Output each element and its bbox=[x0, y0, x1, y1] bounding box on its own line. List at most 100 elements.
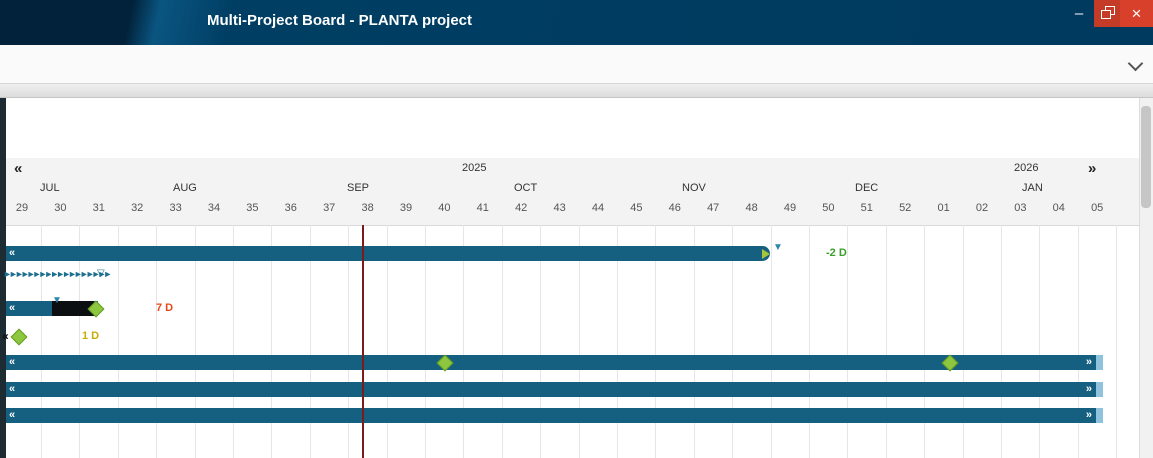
week-label: 47 bbox=[707, 202, 720, 214]
week-label: 31 bbox=[92, 202, 105, 214]
week-label: 30 bbox=[54, 202, 67, 214]
project-bar-1[interactable]: «» bbox=[6, 355, 1103, 370]
gridline bbox=[1039, 225, 1041, 458]
week-label: 45 bbox=[630, 202, 643, 214]
week-label: 49 bbox=[783, 202, 797, 214]
bar-end-cap bbox=[1096, 408, 1103, 423]
month-label: JAN bbox=[1022, 182, 1043, 194]
gridline bbox=[233, 225, 234, 458]
bar-start-arrow: « bbox=[9, 247, 16, 259]
week-label: 03 bbox=[1014, 202, 1027, 214]
month-label: DEC bbox=[855, 182, 879, 194]
gridline bbox=[578, 225, 580, 458]
bar-end-arrow: » bbox=[1085, 356, 1092, 368]
bar-end-cap bbox=[1096, 382, 1103, 397]
month-label: OCT bbox=[514, 182, 538, 194]
minimize-button[interactable]: – bbox=[1074, 5, 1084, 22]
week-label: 48 bbox=[745, 202, 758, 214]
week-label: 36 bbox=[284, 202, 297, 214]
collapse-chevron-icon[interactable] bbox=[1127, 55, 1144, 72]
gridline bbox=[117, 225, 119, 458]
scrollbar-thumb[interactable] bbox=[1141, 106, 1151, 208]
week-label: 37 bbox=[323, 202, 336, 214]
week-label: 35 bbox=[246, 202, 259, 214]
project-bar-2[interactable]: «» bbox=[6, 382, 1103, 397]
week-label: 01 bbox=[937, 202, 950, 214]
year-label: 2025 bbox=[462, 162, 487, 174]
month-label: NOV bbox=[682, 182, 706, 194]
week-label: 51 bbox=[860, 202, 873, 214]
scroll-left-button[interactable]: « bbox=[14, 160, 23, 177]
gridline bbox=[79, 225, 81, 458]
gridline bbox=[655, 225, 657, 458]
task-bar-1-label: -2 D bbox=[826, 247, 847, 259]
week-label: 05 bbox=[1091, 202, 1104, 214]
gridline bbox=[924, 225, 926, 458]
gridline bbox=[386, 225, 388, 458]
week-label: 52 bbox=[899, 202, 912, 214]
task-bar-1[interactable]: « bbox=[6, 246, 770, 261]
toolbar bbox=[0, 45, 1153, 84]
gridline bbox=[194, 225, 196, 458]
bar-start-arrow: « bbox=[9, 409, 16, 421]
month-label: SEP bbox=[347, 182, 370, 194]
task-bar-2[interactable]: « bbox=[6, 301, 98, 316]
gridline bbox=[271, 225, 273, 458]
today-line bbox=[362, 225, 364, 458]
progress-chevron-run[interactable]: ►►►►►►►►►►►►►►►►►► bbox=[3, 269, 112, 279]
week-label: 42 bbox=[515, 202, 528, 214]
week-label: 39 bbox=[399, 202, 413, 214]
close-button[interactable]: × bbox=[1120, 0, 1153, 27]
bar-start-arrow: « bbox=[9, 356, 16, 368]
gridline bbox=[693, 225, 695, 458]
restore-button[interactable] bbox=[1094, 0, 1120, 27]
gridline bbox=[847, 225, 849, 458]
week-label: 32 bbox=[131, 202, 144, 214]
bar-progress-segment bbox=[52, 301, 94, 316]
week-label: 38 bbox=[361, 202, 374, 214]
week-label: 29 bbox=[15, 202, 29, 214]
week-label: 34 bbox=[207, 202, 221, 214]
week-label: 46 bbox=[668, 202, 681, 214]
gridline bbox=[348, 225, 350, 458]
open-triangle-icon: ▽ bbox=[97, 268, 105, 279]
gridline bbox=[809, 225, 810, 458]
vertical-scrollbar[interactable] bbox=[1139, 98, 1153, 458]
left-panel-edge bbox=[0, 98, 6, 458]
week-label: 41 bbox=[476, 202, 489, 214]
gridline bbox=[885, 225, 887, 458]
milestone-diamond[interactable] bbox=[10, 328, 28, 346]
bar-end-cap bbox=[1096, 355, 1103, 370]
week-label: 43 bbox=[553, 202, 566, 214]
gridline bbox=[1001, 225, 1002, 458]
baseline-triangle-icon: ▼ bbox=[52, 295, 62, 306]
bar-start-arrow: « bbox=[9, 302, 16, 314]
project-bar-3[interactable]: «» bbox=[6, 408, 1103, 423]
gridline bbox=[617, 225, 618, 458]
gridline bbox=[1077, 225, 1079, 458]
week-label: 40 bbox=[438, 202, 451, 214]
week-label: 44 bbox=[591, 202, 605, 214]
title-bar: Multi-Project Board - PLANTA project – × bbox=[0, 0, 1153, 45]
scroll-right-button[interactable]: » bbox=[1088, 160, 1097, 177]
week-label: 04 bbox=[1052, 202, 1065, 214]
window-controls: – × bbox=[1064, 0, 1153, 27]
year-label: 2026 bbox=[1014, 162, 1039, 174]
task-bar-2-label: 7 D bbox=[156, 302, 174, 314]
collapsed-panel bbox=[0, 84, 1153, 98]
week-label: 33 bbox=[169, 202, 182, 214]
window-title: Multi-Project Board - PLANTA project bbox=[207, 12, 473, 29]
week-label: 50 bbox=[822, 202, 835, 214]
gridline bbox=[732, 225, 734, 458]
milestone-start-arrow: « bbox=[2, 329, 9, 343]
month-label: AUG bbox=[173, 182, 197, 194]
bar-end-arrow: » bbox=[1085, 383, 1092, 395]
week-label: 02 bbox=[975, 202, 989, 214]
gridline bbox=[770, 225, 772, 458]
gridline bbox=[425, 225, 426, 458]
restore-icon bbox=[1101, 10, 1111, 19]
gridline bbox=[962, 225, 964, 458]
month-label: JUL bbox=[40, 182, 60, 194]
gridline bbox=[501, 225, 503, 458]
